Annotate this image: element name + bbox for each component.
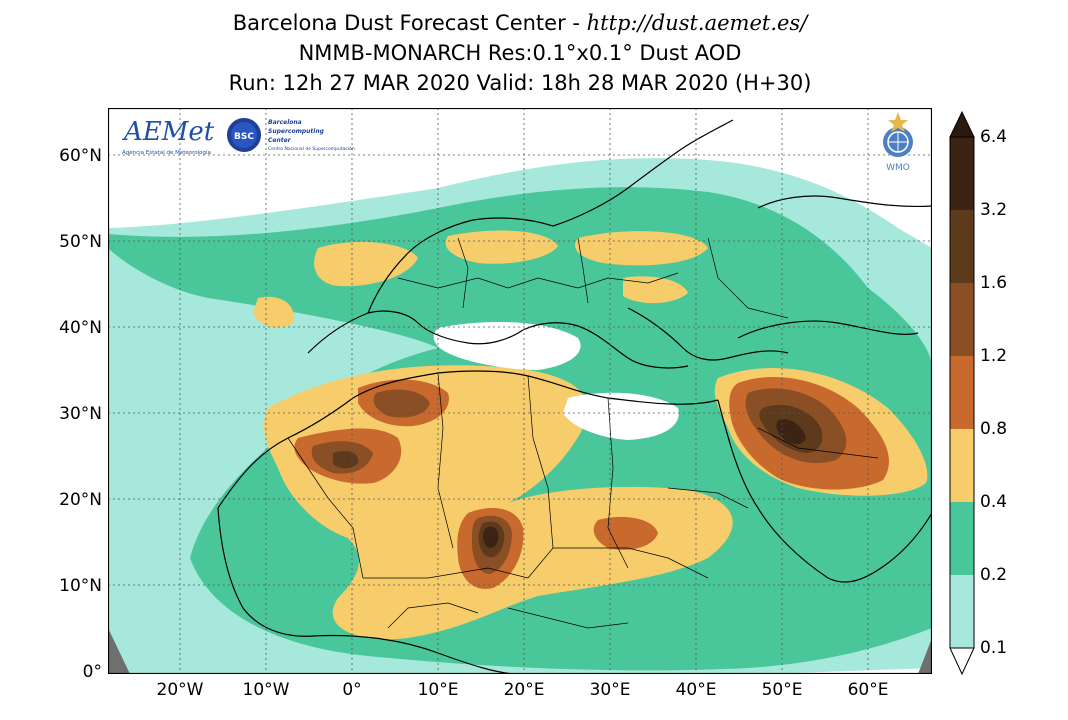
lon-label-0: 0° — [342, 680, 362, 700]
model-info: NMMB-MONARCH Res:0.1°x0.1° Dust AOD — [298, 41, 742, 65]
lon-label-10w: 10°W — [242, 680, 290, 700]
bsc-logo-subtitle: Centro Nacional de Supercomputación — [268, 145, 355, 152]
colorbar-label-0.2: 0.2 — [980, 565, 1008, 585]
map-corner-right — [918, 638, 932, 674]
map-frame — [108, 108, 932, 674]
bsc-logo-line-1: Barcelona — [268, 119, 302, 126]
colorbar-extend-bottom — [949, 647, 975, 676]
lon-label-60e: 60°E — [847, 680, 889, 700]
dust-contour-0.4-europe — [253, 230, 708, 328]
colorbar-label-0.8: 0.8 — [980, 419, 1008, 439]
aemet-logo-subtitle: Agencia Estatal de Meteorología — [122, 149, 211, 156]
clear-area-atlas — [433, 322, 679, 440]
lat-label-40n: 40°N — [59, 318, 102, 338]
title-prefix: Barcelona Dust Forecast Center - — [232, 11, 587, 35]
lat-label-50n: 50°N — [59, 232, 102, 252]
colorbar-band-1.6-3.2 — [950, 210, 974, 284]
colorbar-bands — [950, 137, 974, 649]
colorbar-frame — [949, 136, 975, 649]
dust-contour-1.6 — [333, 404, 823, 558]
dust-aod-map[interactable]: AEMet Agencia Estatal de Meteorología BS… — [108, 108, 932, 674]
lat-label-60n: 60°N — [59, 146, 102, 166]
lon-label-20e: 20°E — [503, 680, 545, 700]
lat-label-20n: 20°N — [59, 490, 102, 510]
colorbar-label-0.1: 0.1 — [980, 638, 1008, 658]
country-borders — [287, 237, 879, 629]
run-info: Run: 12h 27 MAR 2020 Valid: 18h 28 MAR 2… — [228, 71, 812, 95]
bsc-logo-line-3: Center — [268, 137, 292, 144]
lat-label-10n: 10°N — [59, 576, 102, 596]
dust-contour-0.8 — [294, 376, 889, 589]
lon-label-10e: 10°E — [417, 680, 459, 700]
lon-label-20w: 20°W — [156, 680, 204, 700]
map-corner-left — [108, 628, 130, 674]
dust-field — [108, 108, 932, 674]
colorbar-label-3.2: 3.2 — [980, 200, 1008, 220]
colorbar-band-3.2-6.4 — [950, 137, 974, 211]
colorbar-label-0.4: 0.4 — [980, 492, 1008, 512]
lat-label-30n: 30°N — [59, 404, 102, 424]
bsc-logo-badge: BSC — [234, 132, 254, 142]
colorbar-label-1.6: 1.6 — [980, 273, 1008, 293]
colorbar-band-0.8-1.2 — [950, 356, 974, 430]
aemet-logo-text: AEMet — [122, 117, 215, 147]
lon-label-50e: 50°E — [761, 680, 803, 700]
colorbar-label-6.4: 6.4 — [980, 127, 1008, 147]
colorbar-band-1.2-1.6 — [950, 283, 974, 357]
map-title: Barcelona Dust Forecast Center - http://… — [0, 8, 1040, 38]
title-url[interactable]: http://dust.aemet.es/ — [586, 11, 808, 35]
bsc-logo: BSC Barcelona Supercomputing Center Cent… — [225, 116, 355, 154]
lon-label-40e: 40°E — [675, 680, 717, 700]
wmo-logo: WMO — [883, 112, 913, 173]
lon-label-30e: 30°E — [589, 680, 631, 700]
wmo-logo-text: WMO — [886, 163, 910, 173]
colorbar-band-0.2-0.4 — [950, 502, 974, 576]
colorbar-extend-top — [949, 110, 975, 138]
colorbar-band-0.4-0.8 — [950, 429, 974, 503]
graticule — [108, 108, 932, 674]
bsc-logo-line-2: Supercomputing — [268, 128, 325, 135]
aemet-logo: AEMet Agencia Estatal de Meteorología — [122, 117, 215, 156]
colorbar — [949, 110, 975, 676]
lat-label-0: 0° — [82, 662, 102, 682]
colorbar-band-0.1-0.2 — [950, 575, 974, 649]
colorbar-label-1.2: 1.2 — [980, 346, 1008, 366]
